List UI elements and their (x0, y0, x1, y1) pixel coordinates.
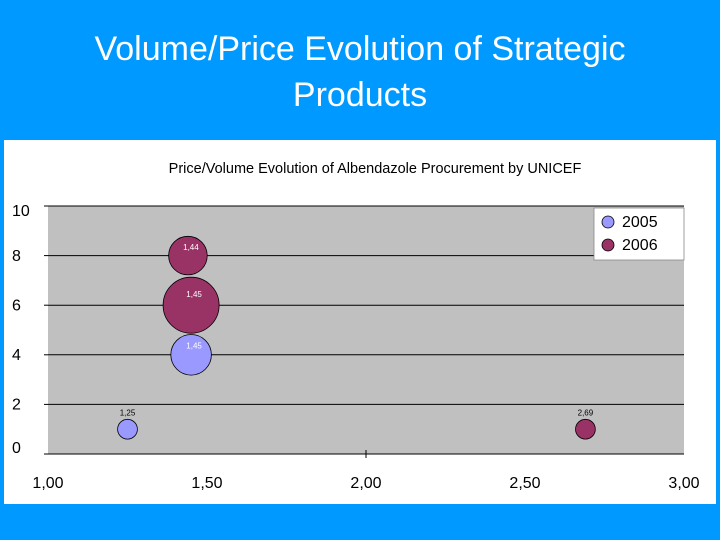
bubble-chart: Price/Volume Evolution of Albendazole Pr… (12, 161, 700, 492)
x-tick-label: 3,00 (668, 475, 699, 492)
bubble-label: 1,45 (186, 290, 202, 299)
y-tick-label: 8 (12, 248, 21, 265)
legend-swatch-2005 (601, 215, 615, 229)
y-tick-label: 2 (12, 397, 21, 414)
chart-title: Price/Volume Evolution of Albendazole Pr… (169, 161, 582, 177)
y-tick-label: 0 (12, 440, 21, 457)
legend-swatch-2006 (601, 238, 615, 252)
plot-area-background (48, 206, 684, 454)
bubble-2006 (168, 235, 208, 276)
bubble-2006 (162, 276, 220, 334)
x-tick-label: 2,00 (350, 475, 381, 492)
y-tick-label: 10 (12, 203, 30, 220)
bubble-2005 (170, 334, 212, 376)
bubble-label: 1,25 (120, 408, 136, 417)
bubble-label: 2,69 (578, 408, 594, 417)
chart-panel: Price/Volume Evolution of Albendazole Pr… (4, 140, 716, 504)
legend-label-2005: 2005 (622, 214, 658, 231)
y-tick-label: 6 (12, 297, 21, 314)
bubble-2006 (575, 418, 596, 440)
plot-layer: 0 2 4 6 8 10 1,00 1,50 2,00 2,50 3,00 1,45 1,45 1,44 1… (12, 203, 700, 492)
x-tick-label: 1,50 (191, 475, 222, 492)
slide-title-line2: Products (292, 76, 428, 114)
slide-title: Volume/Price Evolution of Strategic Prod… (0, 26, 720, 118)
legend-label-2006: 2006 (622, 237, 658, 254)
bubble-label: 1,44 (183, 243, 199, 252)
slide-title-line1: Volume/Price Evolution of Strategic (94, 30, 626, 68)
x-tick-label: 1,00 (32, 475, 63, 492)
x-tick-label: 2,50 (509, 475, 540, 492)
bubble-label: 1,45 (186, 342, 202, 351)
bubble-2005 (117, 418, 138, 440)
chart-legend: 2005 2006 (593, 207, 685, 261)
y-tick-label: 4 (12, 347, 21, 364)
